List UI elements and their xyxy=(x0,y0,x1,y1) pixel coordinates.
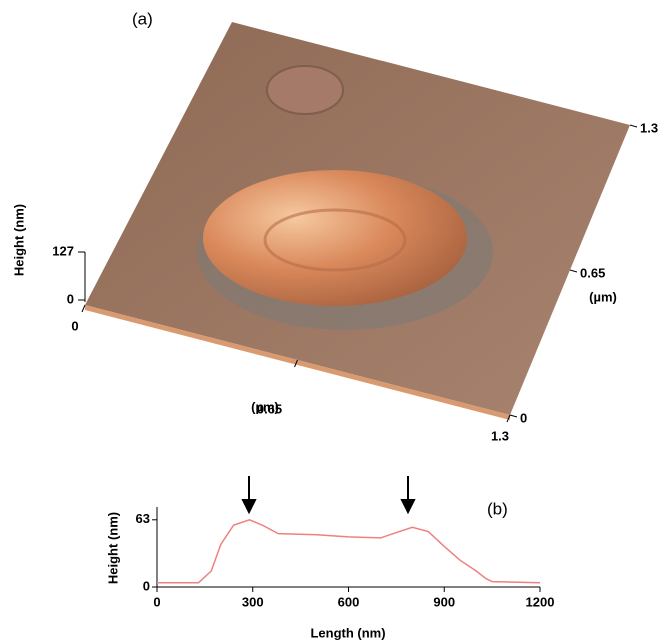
x-tick-label: 0 xyxy=(153,594,160,609)
x-tick-label: 0 xyxy=(71,318,78,333)
figure: (a) Height (nm) (µm) (µm) (b) Length (nm… xyxy=(0,0,671,644)
panel-label: (b) xyxy=(487,499,508,518)
arrows xyxy=(243,476,414,512)
y-tick-label: 0 xyxy=(520,410,527,425)
y-tick xyxy=(630,125,637,127)
y-tick-label: 63 xyxy=(136,511,150,526)
z-axis-label: Height (nm) xyxy=(11,204,26,276)
x-axis-label: Length (nm) xyxy=(310,625,385,640)
y-tick xyxy=(510,415,517,417)
y-tick-label: 1.3 xyxy=(640,120,658,135)
y-tick-label: 0.65 xyxy=(580,265,605,280)
y-tick xyxy=(570,270,577,272)
disc xyxy=(203,170,467,306)
x-tick-label: 900 xyxy=(433,594,455,609)
z-tick-label: 0 xyxy=(67,291,74,306)
panel-label: (a) xyxy=(132,9,153,28)
x-tick-label: 600 xyxy=(338,594,360,609)
line-series xyxy=(157,520,540,583)
x-tick-label: 0.65 xyxy=(257,401,282,416)
x-tick-label: 1.3 xyxy=(491,428,509,443)
x-tick-label: 1200 xyxy=(526,594,555,609)
y-tick-label: 0 xyxy=(143,578,150,593)
x-tick xyxy=(82,305,85,312)
z-tick-label: 127 xyxy=(52,243,74,258)
x-tick-label: 300 xyxy=(242,594,264,609)
y-axis-label: Height (nm) xyxy=(105,512,120,584)
y-unit: (µm) xyxy=(589,289,617,304)
small-disc xyxy=(267,66,343,114)
